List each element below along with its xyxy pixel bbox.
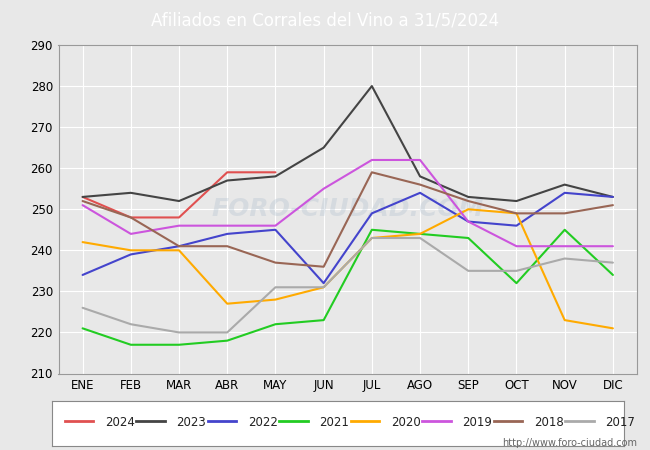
Text: 2017: 2017	[605, 417, 635, 429]
Text: FORO-CIUDAD.COM: FORO-CIUDAD.COM	[211, 197, 484, 221]
Text: 2022: 2022	[248, 417, 278, 429]
Text: 2018: 2018	[534, 417, 564, 429]
Text: 2020: 2020	[391, 417, 421, 429]
Text: 2021: 2021	[319, 417, 349, 429]
Text: 2019: 2019	[462, 417, 492, 429]
Text: http://www.foro-ciudad.com: http://www.foro-ciudad.com	[502, 438, 637, 448]
Text: 2024: 2024	[105, 417, 135, 429]
Text: 2023: 2023	[176, 417, 206, 429]
Text: Afiliados en Corrales del Vino a 31/5/2024: Afiliados en Corrales del Vino a 31/5/20…	[151, 11, 499, 29]
